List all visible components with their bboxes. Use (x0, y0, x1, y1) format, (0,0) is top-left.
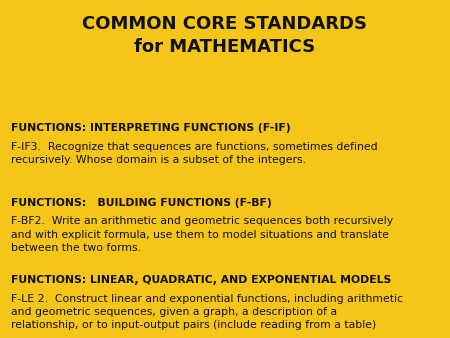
Text: FUNCTIONS:   BUILDING FUNCTIONS (F-BF): FUNCTIONS: BUILDING FUNCTIONS (F-BF) (11, 198, 272, 208)
Text: F-IF3.  Recognize that sequences are functions, sometimes defined
recursively. W: F-IF3. Recognize that sequences are func… (11, 142, 378, 165)
Text: F-LE 2.  Construct linear and exponential functions, including arithmetic
and ge: F-LE 2. Construct linear and exponential… (11, 294, 403, 331)
Text: COMMON CORE STANDARDS
for MATHEMATICS: COMMON CORE STANDARDS for MATHEMATICS (82, 15, 368, 56)
Text: FUNCTIONS: INTERPRETING FUNCTIONS (F-IF): FUNCTIONS: INTERPRETING FUNCTIONS (F-IF) (11, 123, 291, 134)
Text: FUNCTIONS: LINEAR, QUADRATIC, AND EXPONENTIAL MODELS: FUNCTIONS: LINEAR, QUADRATIC, AND EXPONE… (11, 275, 392, 286)
Text: F-BF2.  Write an arithmetic and geometric sequences both recursively
and with ex: F-BF2. Write an arithmetic and geometric… (11, 216, 393, 253)
